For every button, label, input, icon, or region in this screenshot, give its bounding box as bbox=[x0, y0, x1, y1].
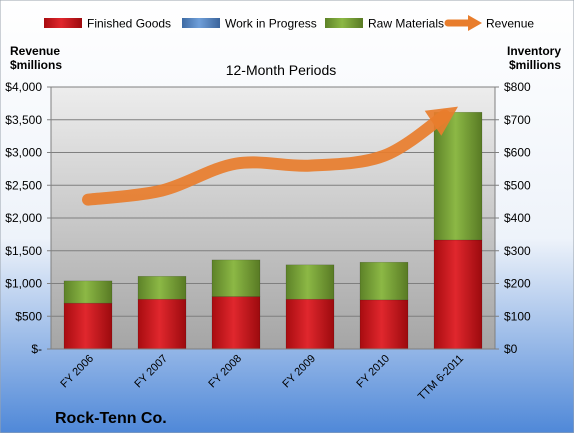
left-tick-label: $500 bbox=[15, 309, 42, 323]
bar-raw-materials-fy-2007 bbox=[137, 276, 187, 300]
legend-swatch-raw-materials bbox=[325, 18, 363, 28]
left-axis-title-line1: Revenue bbox=[10, 44, 60, 58]
left-tick-label: $3,000 bbox=[5, 146, 42, 160]
legend-label-finished-goods: Finished Goods bbox=[87, 17, 171, 31]
legend-swatch-revenue-arrowhead bbox=[468, 15, 482, 31]
bar-finished-goods-fy-2008 bbox=[211, 296, 261, 350]
left-axis-title-line2: $millions bbox=[10, 58, 62, 72]
left-tick-label: $- bbox=[31, 342, 42, 356]
right-tick-label: $200 bbox=[504, 277, 531, 291]
chart-title: 12-Month Periods bbox=[226, 62, 337, 78]
right-tick-label: $400 bbox=[504, 211, 531, 225]
bar-finished-goods-fy-2009 bbox=[285, 298, 335, 350]
legend-label-work-in-progress: Work in Progress bbox=[225, 17, 317, 31]
bar-finished-goods-ttm-6-2011 bbox=[433, 239, 483, 350]
left-tick-label: $2,500 bbox=[5, 178, 42, 192]
bar-raw-materials-fy-2008 bbox=[211, 259, 261, 297]
legend-swatch-finished-goods bbox=[44, 18, 82, 28]
right-tick-label: $0 bbox=[504, 342, 518, 356]
right-tick-label: $800 bbox=[504, 80, 531, 94]
left-tick-label: $1,500 bbox=[5, 244, 42, 258]
bar-raw-materials-fy-2009 bbox=[285, 264, 335, 300]
company-name: Rock-Tenn Co. bbox=[55, 410, 167, 427]
legend-swatch-work-in-progress bbox=[182, 18, 220, 28]
bar-raw-materials-fy-2006 bbox=[63, 280, 113, 304]
right-tick-label: $500 bbox=[504, 178, 531, 192]
left-tick-label: $1,000 bbox=[5, 277, 42, 291]
legend: Finished Goods Work in Progress Raw Mate… bbox=[44, 15, 534, 31]
right-tick-label: $300 bbox=[504, 244, 531, 258]
right-axis-title-line1: Inventory bbox=[507, 44, 561, 58]
bar-raw-materials-fy-2010 bbox=[359, 261, 409, 301]
bar-finished-goods-fy-2007 bbox=[137, 298, 187, 350]
revenue-arrowhead bbox=[424, 106, 458, 136]
right-tick-label: $600 bbox=[504, 146, 531, 160]
bar-layer bbox=[63, 111, 483, 350]
bar-finished-goods-fy-2010 bbox=[359, 299, 409, 350]
left-tick-label: $4,000 bbox=[5, 80, 42, 94]
right-tick-label: $100 bbox=[504, 309, 531, 323]
legend-label-raw-materials: Raw Materials bbox=[368, 17, 444, 31]
right-axis-title-line2: $millions bbox=[509, 58, 561, 72]
revenue-line bbox=[82, 109, 451, 206]
bar-finished-goods-fy-2006 bbox=[63, 302, 113, 350]
grid-lines bbox=[51, 86, 495, 317]
revenue-line-layer bbox=[82, 106, 458, 206]
left-tick-label: $2,000 bbox=[5, 211, 42, 225]
right-tick-label: $700 bbox=[504, 113, 531, 127]
left-tick-label: $3,500 bbox=[5, 113, 42, 127]
legend-label-revenue: Revenue bbox=[486, 17, 534, 31]
